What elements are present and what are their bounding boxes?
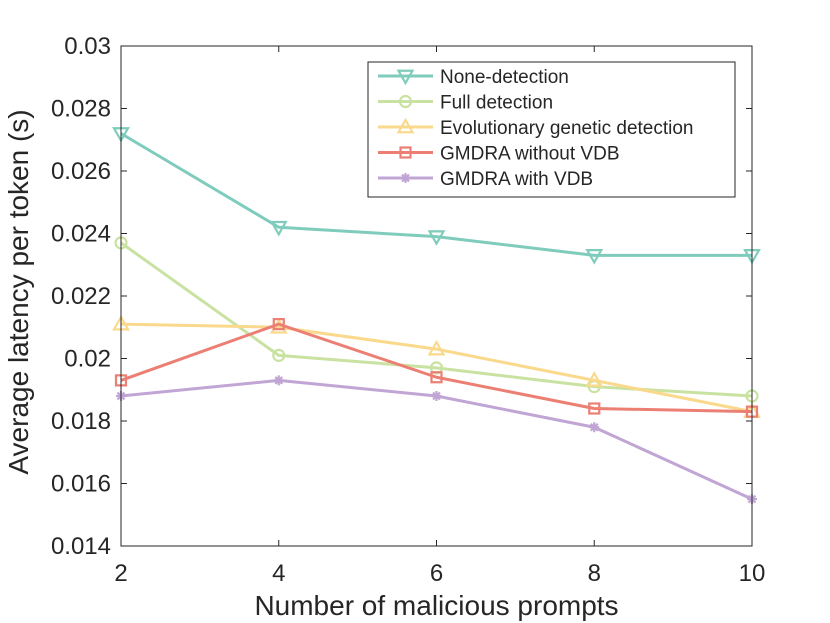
legend-entry: Evolutionary genetic detection [378,117,694,139]
legend-entry: Full detection [378,93,553,114]
legend-label: GMDRA without VDB [440,144,620,165]
legend-marker [396,117,415,134]
y-tick-label: 0.028 [51,96,111,123]
legend: None-detection Full detection Evolutionary… [367,61,736,198]
data-point [588,402,601,415]
data-point [272,318,285,331]
data-point [429,361,444,375]
x-tick-label: 8 [588,560,601,587]
legend-entry: GMDRA without VDB [378,144,620,165]
y-tick-label: 0.016 [51,471,111,498]
series-line [120,132,752,257]
data-point [430,371,443,384]
y-tick-label: 0.018 [51,408,111,435]
legend-entry: GMDRA with VDB [378,169,593,190]
legend-box [367,61,736,198]
data-point [585,371,604,387]
data-point [272,348,286,362]
legend-entry: None-detection [378,67,569,88]
legend-marker [396,69,415,86]
data-point [589,422,600,433]
legend-marker [398,94,413,109]
ticks-layer: 2 4 6 8 10 0.014 0.016 0.018 0.02 0.022 0.024 0.026… [51,33,765,587]
x-tick-label: 10 [739,560,766,587]
y-tick-label: 0.03 [64,33,111,60]
y-tick-label: 0.014 [51,533,111,560]
legend-label: Evolutionary genetic detection [440,118,694,139]
y-tick-label: 0.022 [51,283,111,310]
data-point [427,339,446,356]
data-point [427,230,446,246]
y-tick-label: 0.02 [64,346,111,373]
series-line [120,322,753,414]
x-tick-label: 2 [114,560,127,587]
legend-label: Full detection [440,93,553,114]
legend-label: None-detection [440,67,569,88]
series-line [120,322,753,414]
x-tick-label: 6 [430,560,443,587]
y-tick-label: 0.024 [51,221,111,248]
y-tick-label: 0.026 [51,158,111,185]
x-tick-label: 4 [272,560,285,587]
data-point [431,391,442,401]
data-point [273,375,284,386]
x-axis-title: Number of malicious prompts [254,590,618,621]
data-point [269,220,288,237]
legend-marker [400,173,411,183]
legend-label: GMDRA with VDB [440,169,593,190]
data-point [585,249,604,265]
y-axis-title: Average latency per token (s) [3,109,34,474]
legend-marker [399,146,412,159]
